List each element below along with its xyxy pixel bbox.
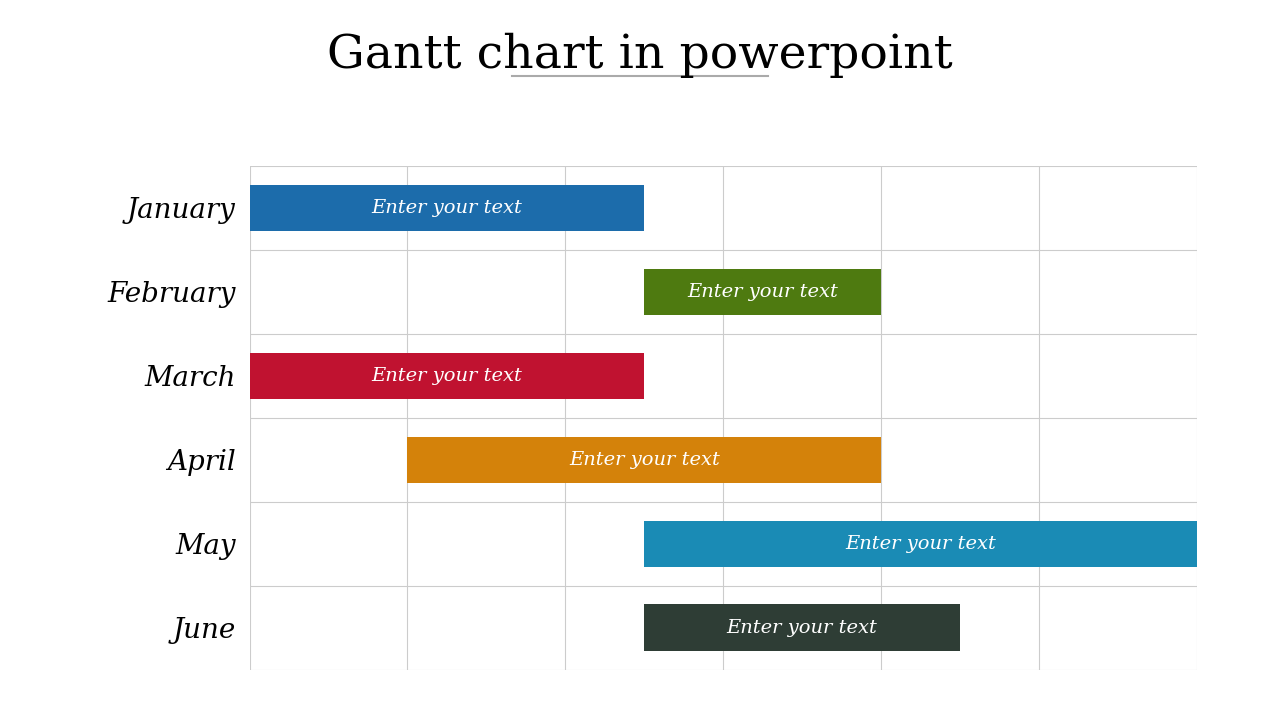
- Text: Enter your text: Enter your text: [371, 199, 522, 217]
- Bar: [407, 436, 881, 482]
- Text: Gantt chart in powerpoint: Gantt chart in powerpoint: [328, 32, 952, 78]
- Text: Enter your text: Enter your text: [371, 366, 522, 384]
- Bar: [250, 353, 644, 399]
- Text: Enter your text: Enter your text: [687, 282, 838, 301]
- Text: Enter your text: Enter your text: [568, 451, 719, 469]
- Text: Enter your text: Enter your text: [845, 534, 996, 553]
- Text: Enter your text: Enter your text: [727, 618, 878, 636]
- Bar: [250, 184, 644, 230]
- Bar: [644, 605, 960, 651]
- Bar: [644, 269, 881, 315]
- Bar: [644, 521, 1197, 567]
